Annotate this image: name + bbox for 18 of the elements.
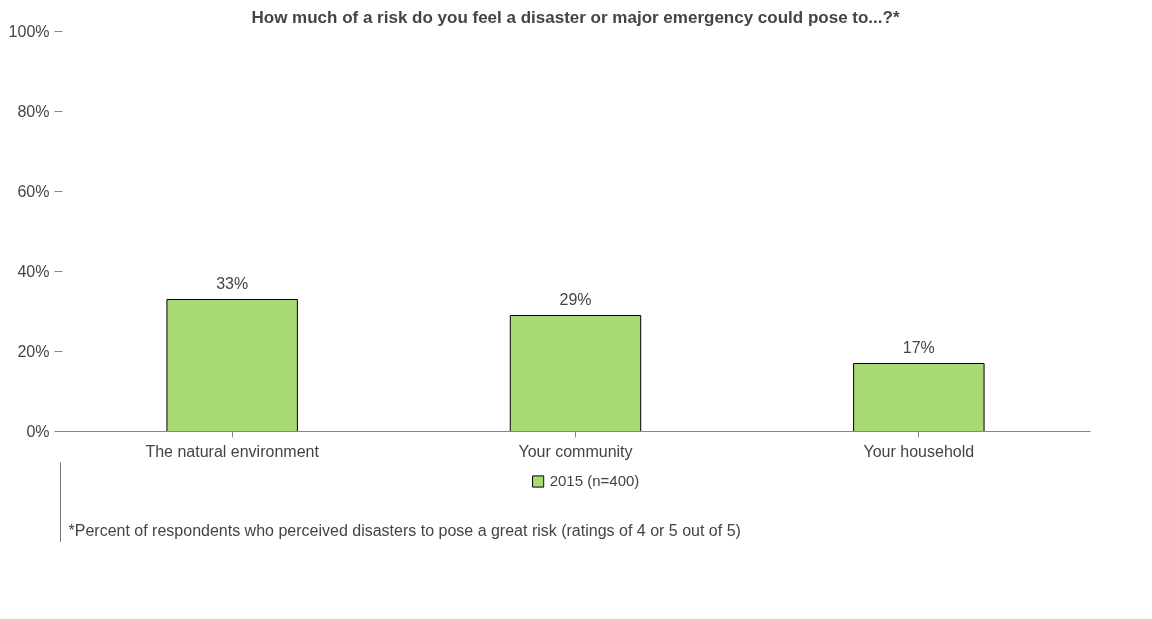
data-label: 33% <box>216 274 249 292</box>
text: *Percent of respondents who perceived disasters to pose a great risk (ratings of 4 or 5 out of 5) <box>68 521 741 539</box>
y-tick-label: 80% <box>17 103 50 120</box>
y-tick-label: 40% <box>17 263 50 280</box>
data-label: 29% <box>559 290 592 308</box>
x-tick-label: Your household <box>863 442 975 460</box>
chart-title: How much of a risk do you feel a disaster or major emergency could pose to...?* <box>251 7 900 27</box>
y-tick-label: 60% <box>17 183 50 200</box>
y-tick-label: 0% <box>26 423 50 440</box>
bar <box>166 299 298 432</box>
x-tick-label: Your community <box>518 442 633 460</box>
y-tick-label: 100% <box>8 23 50 40</box>
bar <box>509 315 642 432</box>
y-tick-label: 20% <box>17 343 50 360</box>
data-label: 17% <box>902 338 935 356</box>
legend-label: 2015 (n=400) <box>549 472 640 489</box>
x-tick-label: The natural environment <box>145 442 320 460</box>
bar <box>853 363 985 432</box>
